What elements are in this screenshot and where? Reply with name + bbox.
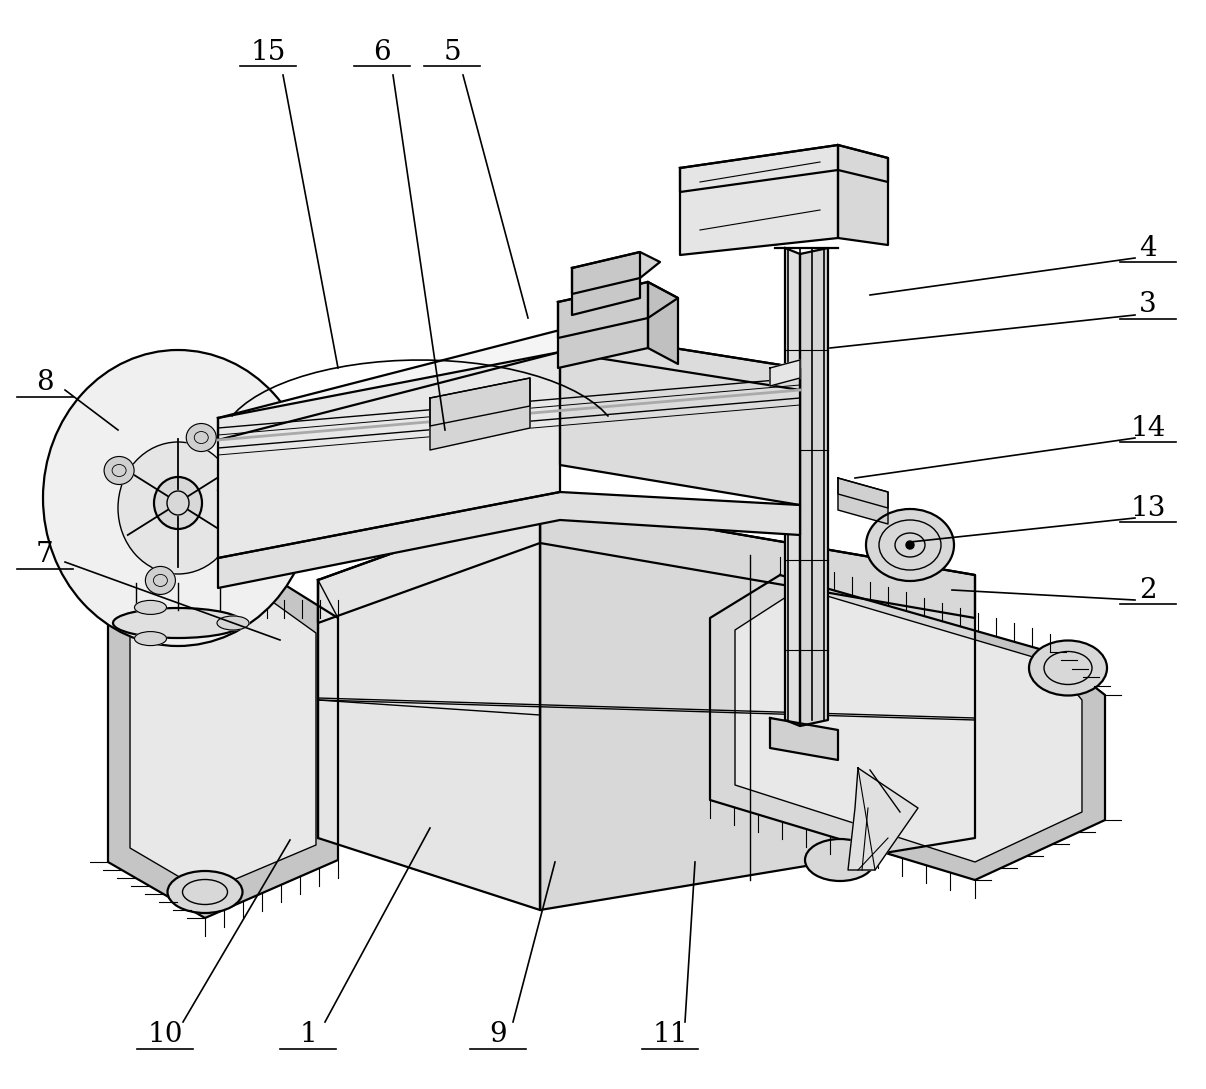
Polygon shape: [431, 378, 529, 450]
Text: 11: 11: [652, 1021, 687, 1049]
Text: 9: 9: [490, 1021, 507, 1049]
Text: 2: 2: [1140, 576, 1157, 603]
Polygon shape: [558, 282, 648, 368]
Polygon shape: [838, 145, 888, 245]
Polygon shape: [680, 145, 838, 255]
Polygon shape: [218, 492, 800, 588]
Text: 6: 6: [373, 38, 391, 65]
Polygon shape: [680, 145, 888, 192]
Ellipse shape: [135, 600, 166, 614]
Polygon shape: [769, 360, 800, 386]
Ellipse shape: [154, 477, 201, 529]
Text: 15: 15: [251, 38, 286, 65]
Polygon shape: [848, 768, 918, 870]
Ellipse shape: [187, 565, 263, 621]
Ellipse shape: [168, 871, 242, 913]
Polygon shape: [218, 352, 560, 558]
Text: 4: 4: [1140, 234, 1157, 261]
Polygon shape: [734, 588, 1082, 862]
Polygon shape: [648, 282, 678, 364]
Polygon shape: [800, 248, 829, 726]
Ellipse shape: [804, 839, 876, 881]
Ellipse shape: [43, 350, 314, 646]
Text: 10: 10: [147, 1021, 183, 1049]
Text: 13: 13: [1130, 494, 1166, 522]
Text: 7: 7: [36, 541, 54, 568]
Polygon shape: [785, 248, 800, 726]
Ellipse shape: [118, 442, 238, 574]
Polygon shape: [560, 330, 800, 505]
Ellipse shape: [224, 526, 254, 553]
Text: 5: 5: [443, 38, 461, 65]
Polygon shape: [109, 560, 338, 918]
Polygon shape: [318, 500, 540, 910]
Ellipse shape: [113, 608, 242, 638]
Ellipse shape: [146, 566, 175, 595]
Text: 8: 8: [36, 369, 54, 396]
Ellipse shape: [104, 456, 134, 485]
Polygon shape: [710, 575, 1105, 880]
Ellipse shape: [186, 424, 216, 452]
Polygon shape: [769, 718, 838, 760]
Ellipse shape: [217, 616, 248, 631]
Polygon shape: [431, 378, 529, 426]
Ellipse shape: [135, 632, 166, 646]
Ellipse shape: [1029, 640, 1107, 696]
Text: 1: 1: [299, 1021, 317, 1049]
Polygon shape: [130, 582, 316, 892]
Text: 3: 3: [1140, 292, 1157, 318]
Ellipse shape: [906, 541, 914, 549]
Polygon shape: [558, 282, 678, 338]
Polygon shape: [218, 330, 800, 440]
Text: 14: 14: [1130, 415, 1166, 441]
Polygon shape: [540, 500, 974, 910]
Polygon shape: [572, 252, 660, 294]
Polygon shape: [318, 500, 974, 623]
Polygon shape: [838, 478, 888, 507]
Polygon shape: [838, 478, 888, 524]
Polygon shape: [572, 252, 640, 315]
Ellipse shape: [866, 509, 954, 582]
